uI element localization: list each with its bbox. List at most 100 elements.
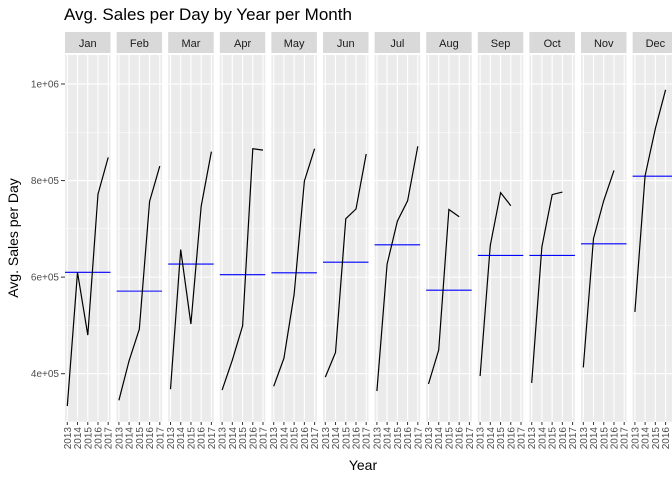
x-tick-label: 2017 [465, 427, 476, 450]
facet-strip [271, 32, 317, 53]
y-tick-label: 8e+05 [31, 176, 60, 187]
x-tick-label: 2013 [630, 427, 641, 450]
facet-strip [219, 32, 266, 53]
x-tick-label: 2013 [63, 427, 74, 450]
facet-strip-label: Jan [79, 38, 97, 50]
x-tick-label: 2015 [393, 427, 404, 450]
x-tick-label: 2016 [455, 427, 466, 450]
x-axis-title: Year [349, 457, 378, 473]
facet-jan: Jan 2013 2014 2015 2016 2017 [63, 32, 115, 449]
facet-strip-label: Jul [390, 38, 404, 50]
facet-strip-label: Sep [491, 38, 511, 50]
facet-strip-label: Nov [594, 38, 614, 50]
x-tick-label: 2015 [599, 427, 610, 450]
x-tick-label: 2014 [486, 427, 497, 450]
x-tick-label: 2013 [218, 427, 229, 450]
x-tick-label: 2015 [135, 427, 146, 450]
x-tick-label: 2014 [383, 427, 394, 450]
series-line [221, 148, 264, 391]
x-tick-label: 2014 [434, 427, 445, 450]
series-line [118, 165, 161, 401]
x-tick-label: 2016 [351, 427, 362, 450]
x-tick-label: 2014 [331, 427, 342, 450]
facet-jun: Jun 2013 2014 2015 2016 2017 [321, 32, 373, 449]
x-tick-label: 2014 [589, 427, 600, 450]
y-tick-label: 4e+05 [31, 369, 60, 380]
facet-jul: Jul 2013 2014 2015 2016 2017 [372, 32, 424, 449]
facet-strip [65, 32, 111, 53]
x-tick-label: 2016 [145, 427, 156, 450]
x-tick-label: 2015 [548, 427, 559, 450]
x-tick-label: 2016 [609, 427, 620, 450]
facet-strip-label: Oct [544, 38, 561, 50]
facet-may: May 2013 2014 2015 2016 2017 [269, 32, 321, 449]
x-tick-label: 2016 [197, 427, 208, 450]
x-tick-label: 2017 [104, 427, 115, 450]
facet-strip [632, 32, 672, 53]
x-tick-label: 2015 [651, 427, 662, 450]
series-line [273, 148, 316, 387]
x-tick-label: 2015 [341, 427, 352, 450]
x-tick-label: 2016 [300, 427, 311, 450]
x-tick-label: 2014 [537, 427, 548, 450]
facet-sep: Sep 2013 2014 2015 2016 2017 [476, 32, 528, 449]
facet-dec: Dec20132014201520162017 [630, 32, 672, 449]
x-tick-label: 2013 [476, 427, 487, 450]
x-tick-label: 2014 [641, 427, 652, 450]
x-tick-label: 2013 [321, 427, 332, 450]
facet-mar: Mar 2013 2014 2015 2016 2017 [166, 32, 218, 449]
x-tick-label: 2017 [517, 427, 528, 450]
x-tick-label: 2015 [238, 427, 249, 450]
y-tick-label: 1e+06 [31, 79, 60, 90]
series-line [376, 146, 419, 392]
facet-feb: Feb 2013 2014 2015 2016 2017 [114, 32, 166, 449]
series-line [427, 208, 460, 385]
facet-strip-label: Apr [234, 38, 251, 50]
facet-oct: Oct 2013 2014 2015 2016 2017 [527, 32, 579, 449]
x-tick-label: 2013 [166, 427, 177, 450]
facet-strip [529, 32, 575, 53]
x-tick-label: 2014 [176, 427, 187, 450]
y-axis: 4e+05 6e+05 8e+05 1e+06 [31, 79, 65, 380]
x-tick-label: 2016 [403, 427, 414, 450]
x-tick-label: 2015 [290, 427, 301, 450]
facet-strip-label: Jun [337, 38, 355, 50]
x-tick-label: 2016 [661, 427, 672, 450]
x-tick-label: 2016 [248, 427, 259, 450]
x-tick-label: 2013 [372, 427, 383, 450]
facet-strip-label: May [284, 38, 305, 50]
facet-strip-label: Mar [181, 38, 200, 50]
series-line [479, 191, 512, 377]
facet-nov: Nov 2013 2014 2015 2016 2017 [579, 32, 631, 449]
facet-strip [374, 32, 421, 53]
facet-strip-label: Dec [646, 38, 666, 50]
x-tick-label: 2015 [444, 427, 455, 450]
facet-apr: Apr 2013 2014 2015 2016 2017 [218, 32, 270, 449]
series-line [169, 151, 212, 390]
facet-aug: Aug 2013 2014 2015 2016 2017 [424, 32, 476, 449]
series-line [324, 153, 367, 378]
x-tick-label: 2013 [269, 427, 280, 450]
series-line [531, 191, 563, 383]
x-tick-label: 2016 [506, 427, 517, 450]
x-tick-label: 2016 [558, 427, 569, 450]
series-line [66, 157, 109, 407]
x-tick-label: 2013 [527, 427, 538, 450]
facet-strip [116, 32, 163, 53]
x-tick-label: 2017 [207, 427, 218, 450]
x-tick-label: 2014 [228, 427, 239, 450]
x-tick-label: 2017 [413, 427, 424, 450]
x-tick-label: 2015 [83, 427, 94, 450]
y-axis-title: Avg. Sales per Day [5, 178, 21, 298]
x-tick-label: 2014 [125, 427, 136, 450]
x-tick-label: 2017 [310, 427, 321, 450]
x-tick-label: 2015 [496, 427, 507, 450]
x-tick-label: 2017 [259, 427, 270, 450]
facet-strip [323, 32, 369, 53]
x-tick-label: 2017 [362, 427, 373, 450]
x-tick-label: 2016 [93, 427, 104, 450]
x-tick-label: 2015 [186, 427, 197, 450]
x-tick-label: 2014 [279, 427, 290, 450]
series-line [634, 89, 667, 312]
